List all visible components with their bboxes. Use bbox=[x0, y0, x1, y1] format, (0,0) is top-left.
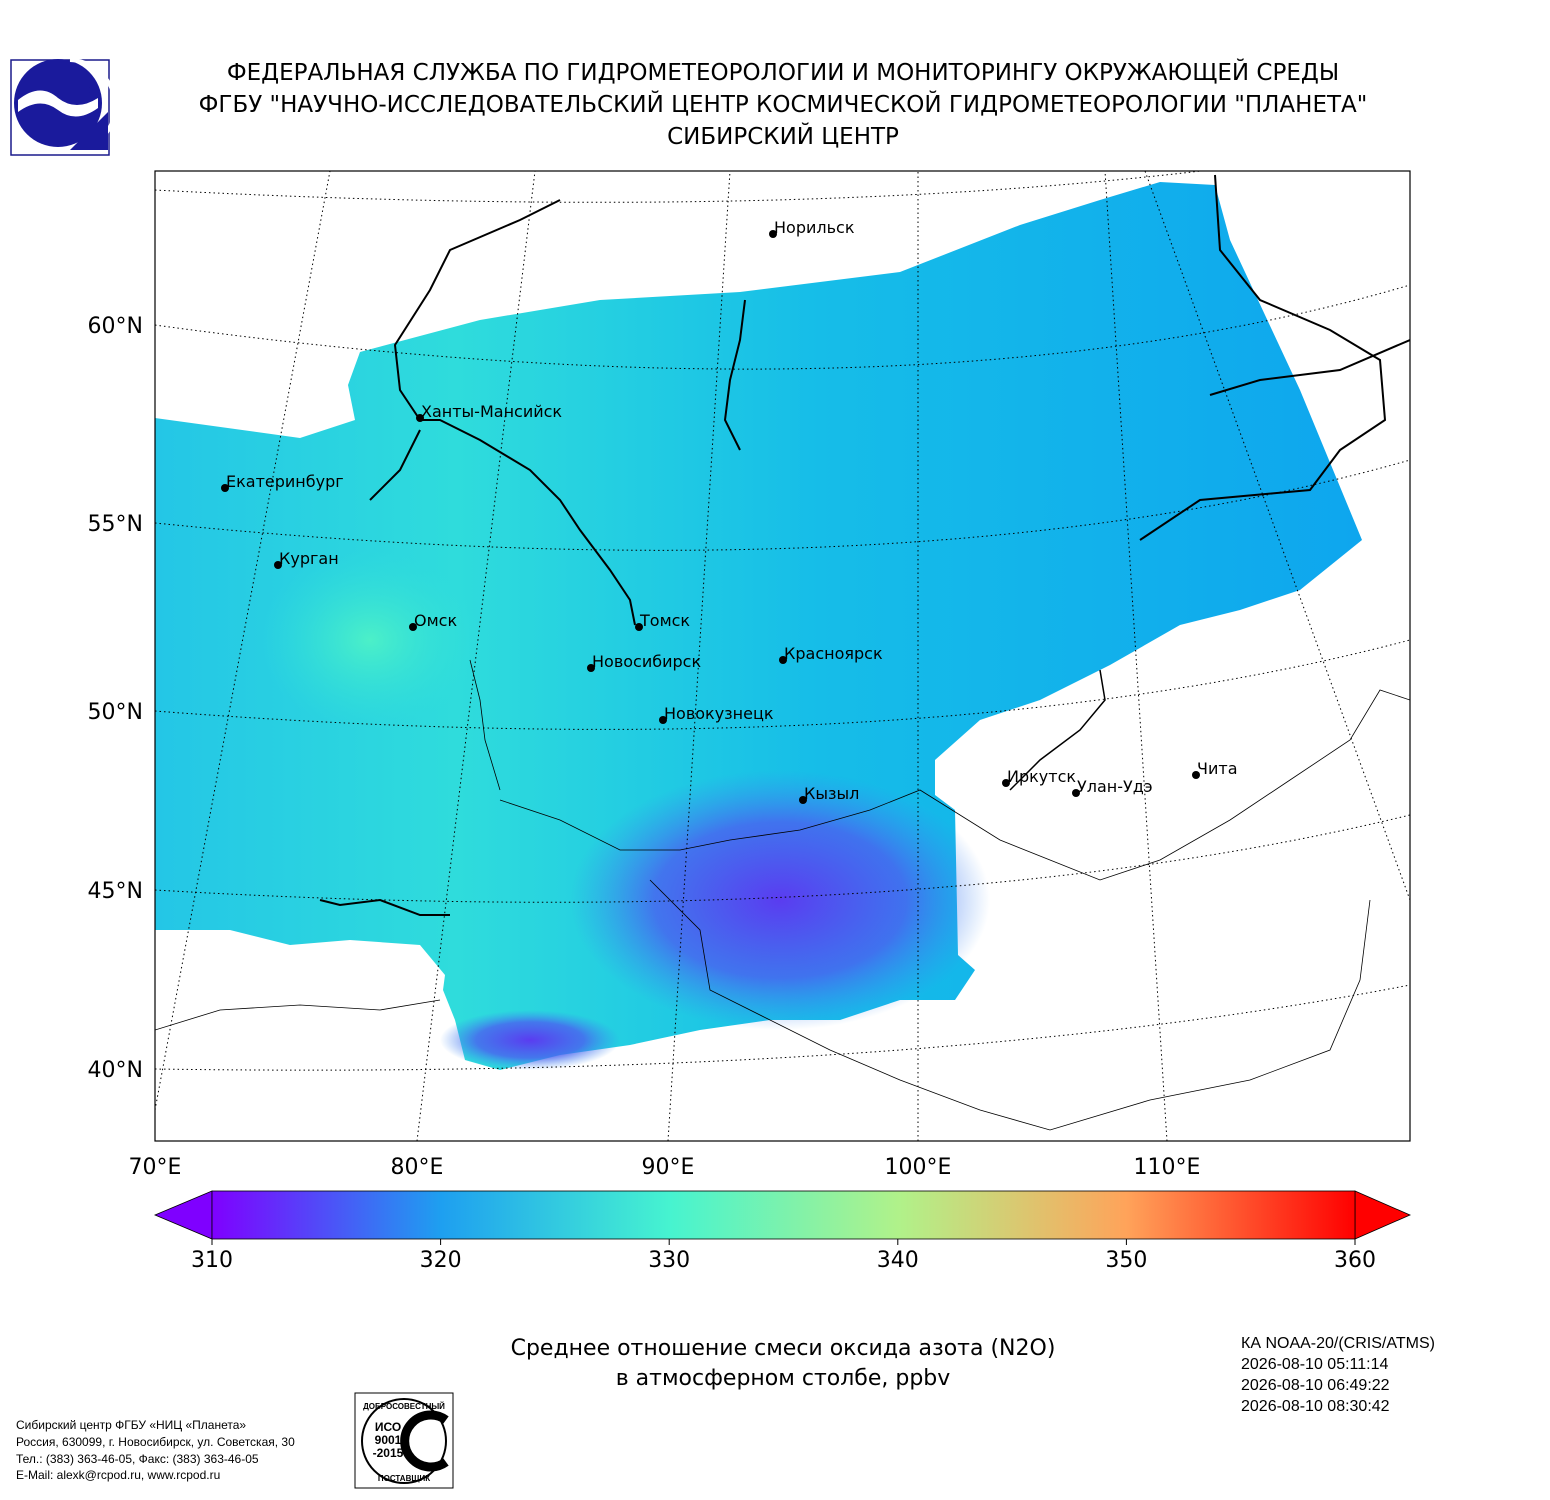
lon-label: 70°E bbox=[129, 1155, 182, 1180]
city-label: Красноярск bbox=[784, 644, 883, 663]
caption-line: в атмосферном столбе, ppbv bbox=[616, 1366, 951, 1391]
city-label: Екатеринбург bbox=[226, 472, 344, 491]
lat-labels: 60°N 55°N 50°N 45°N 40°N bbox=[88, 314, 143, 1083]
info-line: 2026-08-10 08:30:42 bbox=[1241, 1398, 1390, 1415]
colorbar-tick-label: 310 bbox=[191, 1248, 233, 1273]
header: ФЕДЕРАЛЬНАЯ СЛУЖБА ПО ГИДРОМЕТЕОРОЛОГИИ … bbox=[199, 58, 1368, 150]
address-line: Тел.: (383) 363-46-05, Факс: (383) 363-4… bbox=[16, 1452, 259, 1466]
lon-label: 110°E bbox=[1134, 1155, 1201, 1180]
city-marker bbox=[221, 484, 229, 492]
lat-label: 55°N bbox=[88, 512, 143, 537]
cert-text: ПОСТАВЩИК bbox=[378, 1474, 430, 1483]
satellite-info: КА NOAA-20/(CRIS/ATMS) 2026-08-10 05:11:… bbox=[1241, 1335, 1435, 1415]
city-marker bbox=[769, 230, 777, 238]
address-line: Россия, 630099, г. Новосибирск, ул. Сове… bbox=[16, 1435, 295, 1449]
header-line: ФГБУ "НАУЧНО-ИССЛЕДОВАТЕЛЬСКИЙ ЦЕНТР КОС… bbox=[199, 90, 1368, 118]
city-label: Томск bbox=[639, 611, 690, 630]
city-marker bbox=[1072, 789, 1080, 797]
colorbar-tick-label: 360 bbox=[1334, 1248, 1376, 1273]
city-marker bbox=[1002, 779, 1010, 787]
caption: Среднее отношение смеси оксида азота (N2… bbox=[511, 1336, 1056, 1391]
city-label: Улан-Удэ bbox=[1077, 777, 1153, 796]
map-area: Норильск Ханты-Мансийск Екатеринбург Курган… bbox=[155, 171, 1410, 1141]
city-marker bbox=[587, 664, 595, 672]
lon-label: 80°E bbox=[391, 1155, 444, 1180]
certificate: ДОБРОСОВЕСТНЫЙ ИСО 9001 -2015 ПОСТАВЩИК bbox=[354, 1392, 454, 1489]
lat-label: 50°N bbox=[88, 700, 143, 725]
city-label: Ханты-Мансийск bbox=[421, 402, 562, 421]
city-label: Новосибирск bbox=[592, 652, 701, 671]
cert-text: ДОБРОСОВЕСТНЫЙ bbox=[363, 1402, 445, 1411]
city-label: Омск bbox=[414, 611, 457, 630]
info-line: 2026-08-10 06:49:22 bbox=[1241, 1377, 1390, 1394]
logo bbox=[10, 58, 118, 156]
high-field bbox=[260, 550, 480, 730]
info-line: КА NOAA-20/(CRIS/ATMS) bbox=[1241, 1335, 1435, 1352]
lon-label: 90°E bbox=[642, 1155, 695, 1180]
city-label: Курган bbox=[279, 549, 339, 568]
lat-label: 60°N bbox=[88, 314, 143, 339]
cert-text: ИСО bbox=[375, 1420, 401, 1434]
city-label: Иркутск bbox=[1007, 767, 1076, 786]
rivers-borders bbox=[155, 174, 1410, 1131]
address-line: Сибирский центр ФГБУ «НИЦ «Планета» bbox=[16, 1418, 246, 1432]
colorbar-tick-label: 330 bbox=[648, 1248, 690, 1273]
city-marker bbox=[409, 623, 417, 631]
footer: Сибирский центр ФГБУ «НИЦ «Планета» Росс… bbox=[16, 1418, 295, 1482]
city-label: Норильск bbox=[774, 218, 855, 237]
header-line: СИБИРСКИЙ ЦЕНТР bbox=[667, 122, 899, 150]
city-marker bbox=[274, 561, 282, 569]
colorbar-tick-label: 320 bbox=[420, 1248, 462, 1273]
colorbar: 310 320 330 340 350 360 bbox=[153, 1190, 1412, 1273]
header-line: ФЕДЕРАЛЬНАЯ СЛУЖБА ПО ГИДРОМЕТЕОРОЛОГИИ … bbox=[227, 58, 1339, 86]
city-marker bbox=[635, 623, 643, 631]
info-line: 2026-08-10 05:11:14 bbox=[1241, 1356, 1388, 1373]
caption-line: Среднее отношение смеси оксида азота (N2… bbox=[511, 1336, 1056, 1361]
city-label: Новокузнецк bbox=[664, 704, 774, 723]
city-label: Кызыл bbox=[804, 784, 859, 803]
city-marker bbox=[1192, 771, 1200, 779]
colorbar-extend-low bbox=[153, 1190, 213, 1240]
city-marker bbox=[659, 716, 667, 724]
colorbar-tick-label: 340 bbox=[877, 1248, 919, 1273]
graticule bbox=[155, 171, 1410, 1141]
low-field bbox=[440, 1010, 620, 1070]
cert-text: 9001 bbox=[375, 1433, 402, 1447]
colorbar-tick-label: 350 bbox=[1105, 1248, 1147, 1273]
lat-label: 45°N bbox=[88, 879, 143, 904]
colorbar-body bbox=[211, 1190, 1356, 1240]
city-marker bbox=[416, 414, 424, 422]
city-label: Чита bbox=[1197, 759, 1238, 778]
lon-labels: 70°E 80°E 90°E 100°E 110°E bbox=[129, 1155, 1201, 1180]
cities: Норильск Ханты-Мансийск Екатеринбург Курган… bbox=[221, 218, 1238, 804]
low-field bbox=[570, 770, 990, 1030]
data-field bbox=[155, 182, 1362, 1070]
address-line: E-Mail: alexk@rcpod.ru, www.rcpod.ru bbox=[16, 1468, 220, 1482]
city-marker bbox=[799, 796, 807, 804]
lon-label: 100°E bbox=[885, 1155, 952, 1180]
map-frame bbox=[154, 170, 1411, 1142]
city-marker bbox=[779, 656, 787, 664]
colorbar-extend-high bbox=[1354, 1190, 1412, 1240]
lat-label: 40°N bbox=[88, 1058, 143, 1083]
cert-text: -2015 bbox=[373, 1446, 404, 1460]
